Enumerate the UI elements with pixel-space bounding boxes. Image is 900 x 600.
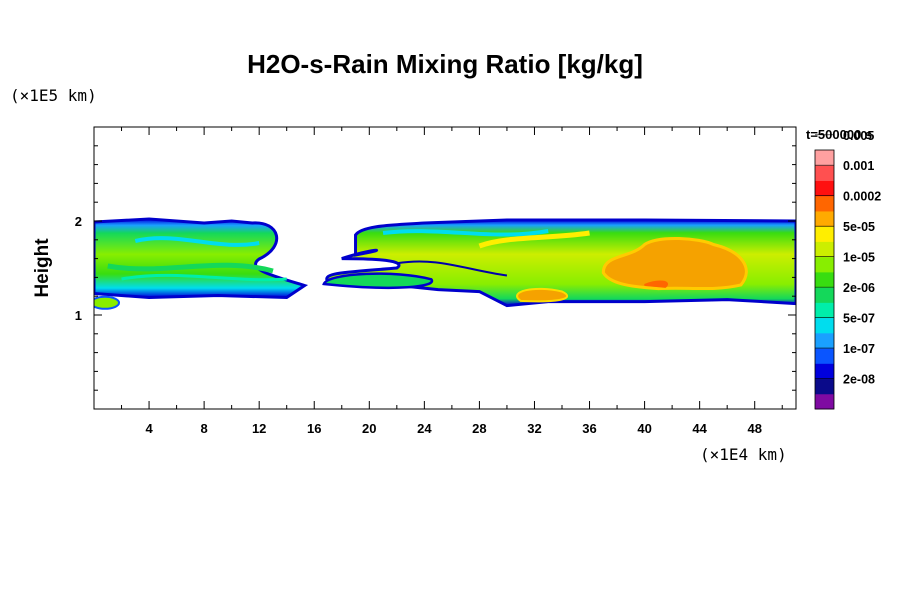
- colorbar-swatch: [815, 363, 834, 380]
- y-tick-label: 1: [75, 308, 82, 323]
- colorbar-label: 0.0002: [843, 190, 881, 204]
- x-tick-label: 36: [582, 421, 596, 436]
- x-tick-label: 12: [252, 421, 266, 436]
- y-axis-unit: (×1E5 km): [10, 86, 97, 105]
- colorbar-swatch: [815, 317, 834, 334]
- colorbar-label: 0.005: [843, 129, 874, 143]
- y-tick-label: 2: [75, 214, 82, 229]
- cloud-streak: [478, 230, 590, 249]
- x-tick-label: 24: [417, 421, 432, 436]
- colorbar-swatch: [815, 393, 834, 410]
- colorbar-swatch: [815, 287, 834, 303]
- chart-title: H2O-s-Rain Mixing Ratio [kg/kg]: [247, 49, 643, 79]
- time-label: t=500000 s: [806, 127, 872, 142]
- colorbar-swatch: [815, 165, 834, 181]
- x-axis: 4 8 12 16 20 24 28 32 36 40 44 48: [121, 127, 783, 436]
- colorbar-swatch: [815, 302, 834, 319]
- cloud-core: [516, 287, 569, 303]
- cloud-streak: [121, 273, 287, 282]
- cloud-core-peak: [644, 280, 668, 288]
- x-tick-label: 16: [307, 421, 321, 436]
- colorbar-swatch: [815, 150, 834, 166]
- colorbar-swatch: [815, 378, 834, 395]
- colorbar-label: 2e-06: [843, 281, 875, 295]
- x-tick-label: 8: [201, 421, 208, 436]
- cloud-fragment: [322, 272, 434, 290]
- cloud-field: [94, 217, 796, 310]
- colorbar-label: 2e-08: [843, 373, 875, 387]
- colorbar-label: 1e-05: [843, 251, 875, 265]
- cloud-fragment: [94, 295, 121, 310]
- colorbar-swatch: [815, 210, 834, 227]
- x-tick-label: 4: [145, 421, 153, 436]
- colorbar-label: 0.001: [843, 159, 874, 173]
- plot-area: [94, 217, 796, 310]
- x-tick-label: 28: [472, 421, 486, 436]
- colorbar-swatch: [815, 226, 834, 242]
- cloud-streak: [107, 262, 274, 274]
- colorbar-swatch: [815, 241, 834, 258]
- x-tick-label: 20: [362, 421, 376, 436]
- cloud-streak: [134, 236, 260, 247]
- colorbar-label: 1e-07: [843, 342, 875, 356]
- cloud-core: [601, 236, 748, 291]
- cloud-left: [94, 217, 309, 300]
- x-tick-label: 32: [527, 421, 541, 436]
- x-tick-label: 48: [747, 421, 761, 436]
- cloud-streak: [396, 260, 508, 277]
- colorbar-swatch: [815, 348, 834, 364]
- colorbar-swatch: [815, 256, 834, 273]
- y-axis: 12: [75, 145, 796, 391]
- x-tick-label: 44: [692, 421, 707, 436]
- colorbar: 2e-08 1e-07 5e-07 2e-06 1e-05 5e-05 0.0002 0.00…: [814, 129, 881, 410]
- colorbar-label: 5e-05: [843, 220, 875, 234]
- colorbar-swatch: [815, 332, 834, 349]
- x-axis-unit: (×1E4 km): [700, 445, 787, 464]
- colorbar-swatch: [815, 195, 834, 212]
- x-tick-label: 40: [637, 421, 651, 436]
- cloud-streak: [382, 229, 549, 237]
- plot-frame: [93, 126, 797, 410]
- colorbar-swatch: [815, 180, 834, 197]
- colorbar-swatch: [815, 271, 834, 288]
- colorbar-frame: [814, 149, 835, 410]
- y-axis-label: Height: [32, 238, 53, 298]
- colorbar-label: 5e-07: [843, 312, 875, 326]
